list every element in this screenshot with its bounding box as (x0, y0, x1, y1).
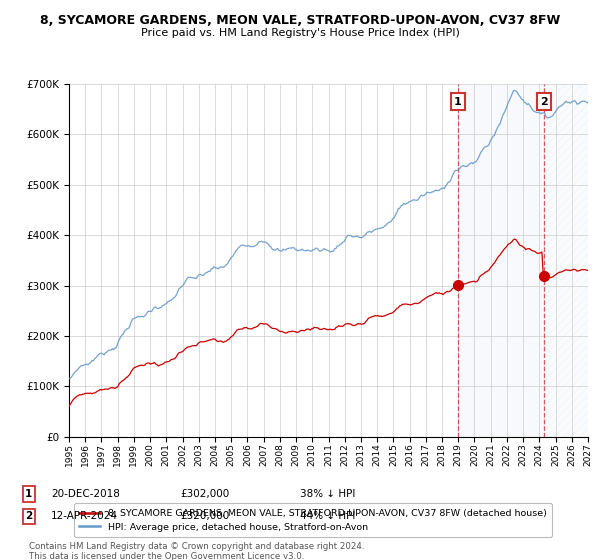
Text: Price paid vs. HM Land Registry's House Price Index (HPI): Price paid vs. HM Land Registry's House … (140, 28, 460, 38)
Text: 2: 2 (540, 97, 548, 106)
Text: £302,000: £302,000 (180, 489, 229, 499)
Text: 20-DEC-2018: 20-DEC-2018 (51, 489, 120, 499)
Text: 38% ↓ HPI: 38% ↓ HPI (300, 489, 355, 499)
Text: 44% ↓ HPI: 44% ↓ HPI (300, 511, 355, 521)
Text: 1: 1 (25, 489, 32, 499)
Bar (544, 84, 600, 437)
Text: £320,000: £320,000 (180, 511, 229, 521)
Bar (458, 84, 544, 437)
Text: Contains HM Land Registry data © Crown copyright and database right 2024.
This d: Contains HM Land Registry data © Crown c… (29, 542, 364, 560)
Text: 2: 2 (25, 511, 32, 521)
Text: 12-APR-2024: 12-APR-2024 (51, 511, 118, 521)
Text: 1: 1 (454, 97, 461, 106)
Text: 8, SYCAMORE GARDENS, MEON VALE, STRATFORD-UPON-AVON, CV37 8FW: 8, SYCAMORE GARDENS, MEON VALE, STRATFOR… (40, 14, 560, 27)
Legend: 8, SYCAMORE GARDENS, MEON VALE, STRATFORD-UPON-AVON, CV37 8FW (detached house), : 8, SYCAMORE GARDENS, MEON VALE, STRATFOR… (74, 503, 552, 537)
